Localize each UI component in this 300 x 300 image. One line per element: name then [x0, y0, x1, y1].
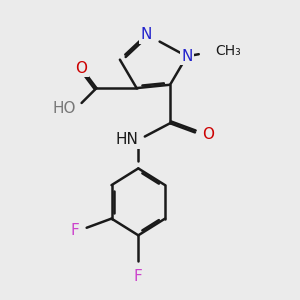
Text: F: F — [134, 269, 143, 284]
Text: HO: HO — [53, 101, 76, 116]
Text: CH₃: CH₃ — [215, 44, 241, 58]
Text: O: O — [75, 61, 87, 76]
Text: F: F — [71, 223, 80, 238]
Text: N: N — [181, 49, 193, 64]
Text: HN: HN — [116, 133, 138, 148]
Text: N: N — [141, 27, 152, 42]
Text: O: O — [202, 128, 214, 142]
